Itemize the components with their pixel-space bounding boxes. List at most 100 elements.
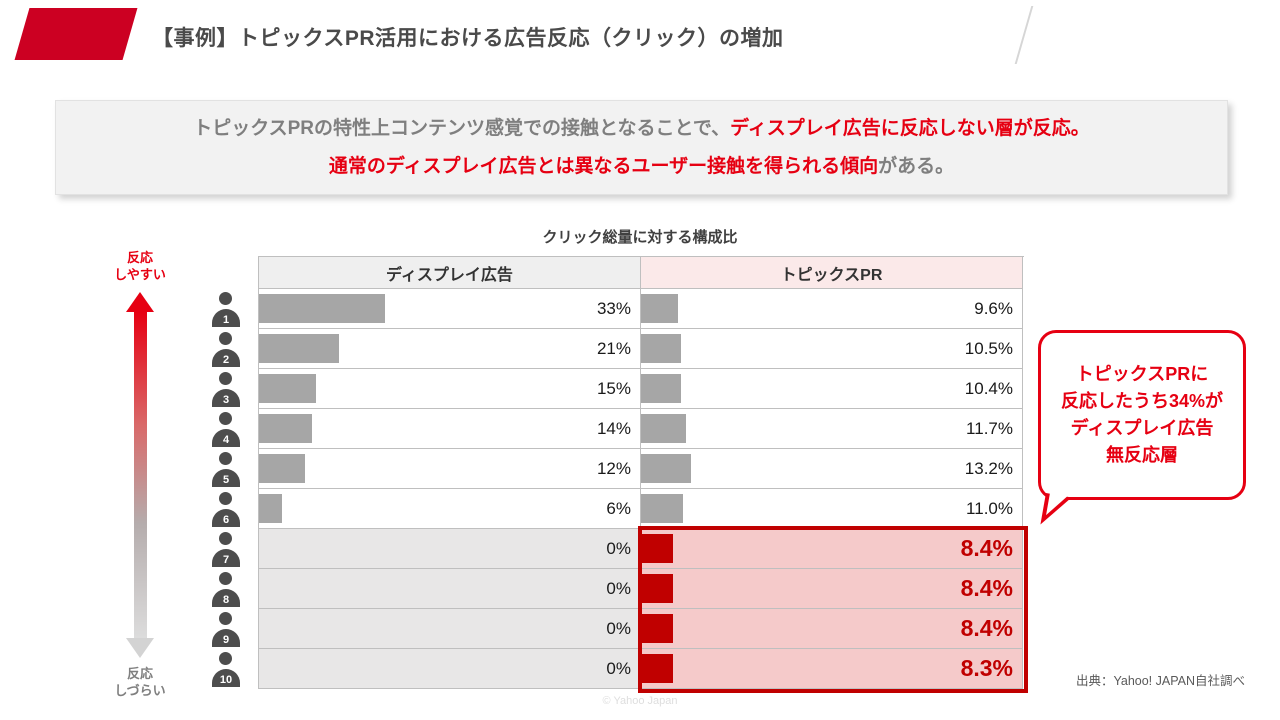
person-head-icon [219, 652, 232, 665]
topics-bar [641, 454, 692, 483]
page-title: 【事例】トピックスPR活用における広告反応（クリック）の増加 [152, 27, 784, 50]
table-row: 10 0% 8.3% [212, 649, 1024, 689]
topics-cell: 11.7% [641, 409, 1023, 449]
person-head-icon [219, 532, 232, 545]
axis-label-bottom: 反応 しづらい [114, 666, 166, 699]
person-torso-icon [212, 589, 240, 607]
gradient-arrow-shaft [133, 311, 147, 639]
table-row: 1 33% 9.6% [212, 289, 1024, 329]
person-icon: 5 [207, 452, 245, 487]
person-torso-icon [212, 309, 240, 327]
person-head-icon [219, 612, 232, 625]
topics-bar [641, 494, 683, 523]
summary-text-red: 通常のディスプレイ広告とは異なるユーザー接触を得られる傾向 [328, 155, 879, 177]
topics-value: 11.7% [966, 418, 1013, 438]
topics-bar [641, 654, 673, 683]
display-value: 0% [606, 538, 631, 558]
table-row: 2 21% 10.5% [212, 329, 1024, 369]
response-axis: 反応 しやすい 反応 しづらい [103, 250, 177, 700]
rank-number: 5 [222, 474, 230, 486]
person-head-icon [219, 332, 232, 345]
topics-cell: 9.6% [641, 289, 1023, 329]
topics-cell: 8.3% [641, 649, 1023, 689]
summary-box: トピックスPRの特性上コンテンツ感覚での接触となることで、ディスプレイ広告に反応… [55, 100, 1228, 195]
rank-number: 7 [222, 554, 230, 566]
display-cell: 12% [259, 449, 641, 489]
person-icon: 10 [207, 652, 245, 687]
display-value: 15% [596, 378, 631, 398]
topics-cell: 8.4% [641, 609, 1023, 649]
person-head-icon [219, 292, 232, 305]
topics-value: 9.6% [974, 298, 1013, 318]
person-head-icon [219, 572, 232, 585]
table-row: 7 0% 8.4% [212, 529, 1024, 569]
display-value: 0% [606, 658, 631, 678]
topics-bar [641, 374, 681, 403]
topics-bar [641, 574, 673, 603]
topics-value: 8.4% [960, 615, 1013, 641]
chart-title: クリック総量に対する構成比 [542, 229, 738, 246]
summary-line-2: 通常のディスプレイ広告とは異なるユーザー接触を得られる傾向がある。 [329, 148, 954, 185]
display-bar [259, 374, 317, 403]
summary-text-gray: がある。 [878, 155, 955, 177]
topics-bar [641, 294, 678, 323]
display-bar [259, 294, 385, 323]
rank-number: 3 [222, 394, 230, 406]
topics-cell: 10.4% [641, 369, 1023, 409]
person-icon: 7 [207, 532, 245, 567]
person-torso-icon [212, 629, 240, 647]
topics-bar [641, 334, 681, 363]
person-icon: 6 [207, 492, 245, 527]
person-torso-icon [212, 549, 240, 567]
person-icon: 4 [207, 412, 245, 447]
display-bar [259, 334, 339, 363]
arrow-up-icon [126, 291, 154, 312]
display-bar [259, 494, 282, 523]
topics-cell: 13.2% [641, 449, 1023, 489]
header-accent-shape [14, 8, 138, 60]
person-torso-icon [212, 469, 240, 487]
topics-bar [641, 414, 686, 443]
topics-cell: 8.4% [641, 529, 1023, 569]
display-value: 0% [606, 578, 631, 598]
person-torso-icon [212, 349, 240, 367]
topics-bar [641, 534, 673, 563]
copyright-note: © Yahoo Japan [602, 695, 678, 707]
topics-bar [641, 614, 673, 643]
display-value: 12% [596, 458, 631, 478]
display-value: 21% [596, 338, 631, 358]
callout-bubble: トピックスPRに 反応したうち34%が ディスプレイ広告 無反応層 [1038, 330, 1246, 530]
person-icon: 1 [207, 292, 245, 327]
person-torso-icon [212, 669, 240, 687]
header-slant-decor [976, 6, 1034, 64]
table-body: 1 33% 9.6% 2 21% 10.5% 3 [212, 289, 1024, 689]
display-bar [259, 414, 313, 443]
table-header-row: ディスプレイ広告 トピックスPR [259, 257, 1024, 289]
person-torso-icon [212, 429, 240, 447]
person-icon: 9 [207, 612, 245, 647]
display-cell: 0% [259, 649, 641, 689]
person-icon: 8 [207, 572, 245, 607]
rank-number: 10 [219, 674, 233, 686]
table-row: 3 15% 10.4% [212, 369, 1024, 409]
topics-value: 13.2% [964, 458, 1013, 478]
topics-cell: 11.0% [641, 489, 1023, 529]
display-cell: 0% [259, 529, 641, 569]
table-row: 6 6% 11.0% [212, 489, 1024, 529]
rank-number: 1 [222, 314, 230, 326]
person-icon: 2 [207, 332, 245, 367]
rank-number: 8 [222, 594, 230, 606]
summary-text-red: ディスプレイ広告に反応しない層が反応。 [730, 118, 1090, 140]
person-icon: 3 [207, 372, 245, 407]
topics-value: 8.4% [960, 575, 1013, 601]
display-cell: 14% [259, 409, 641, 449]
display-value: 0% [606, 618, 631, 638]
comparison-table: ディスプレイ広告 トピックスPR 1 33% 9.6% 2 21% [212, 256, 1028, 693]
topics-cell: 10.5% [641, 329, 1023, 369]
topics-value: 10.5% [964, 338, 1013, 358]
column-header-topics: トピックスPR [641, 257, 1023, 289]
display-cell: 6% [259, 489, 641, 529]
display-cell: 0% [259, 569, 641, 609]
table-row: 9 0% 8.4% [212, 609, 1024, 649]
